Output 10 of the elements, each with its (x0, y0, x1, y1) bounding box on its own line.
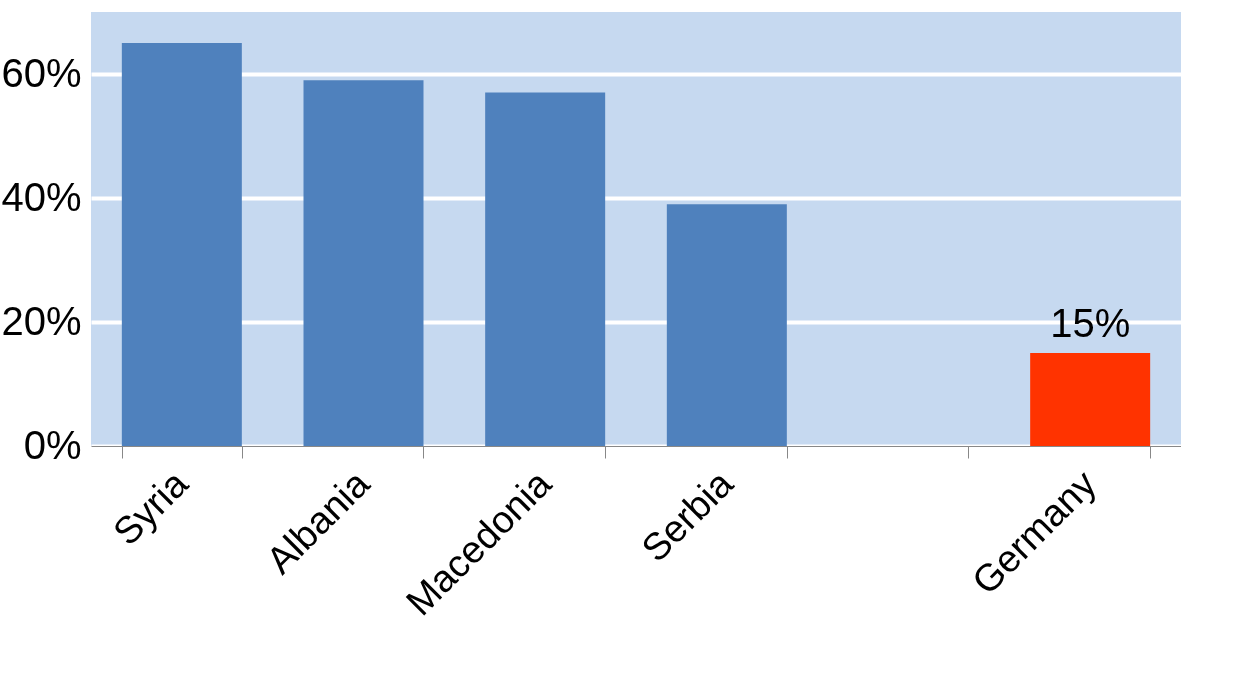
y-tick-label: 20% (1, 298, 82, 343)
bar (666, 204, 787, 446)
bar (1030, 353, 1151, 446)
bar (303, 80, 424, 446)
data-label: 15% (1050, 301, 1131, 345)
y-tick-label: 0% (23, 422, 82, 467)
bar (485, 92, 606, 446)
bar (121, 43, 242, 446)
y-tick-label: 40% (1, 174, 82, 219)
y-tick-label: 60% (1, 50, 82, 95)
